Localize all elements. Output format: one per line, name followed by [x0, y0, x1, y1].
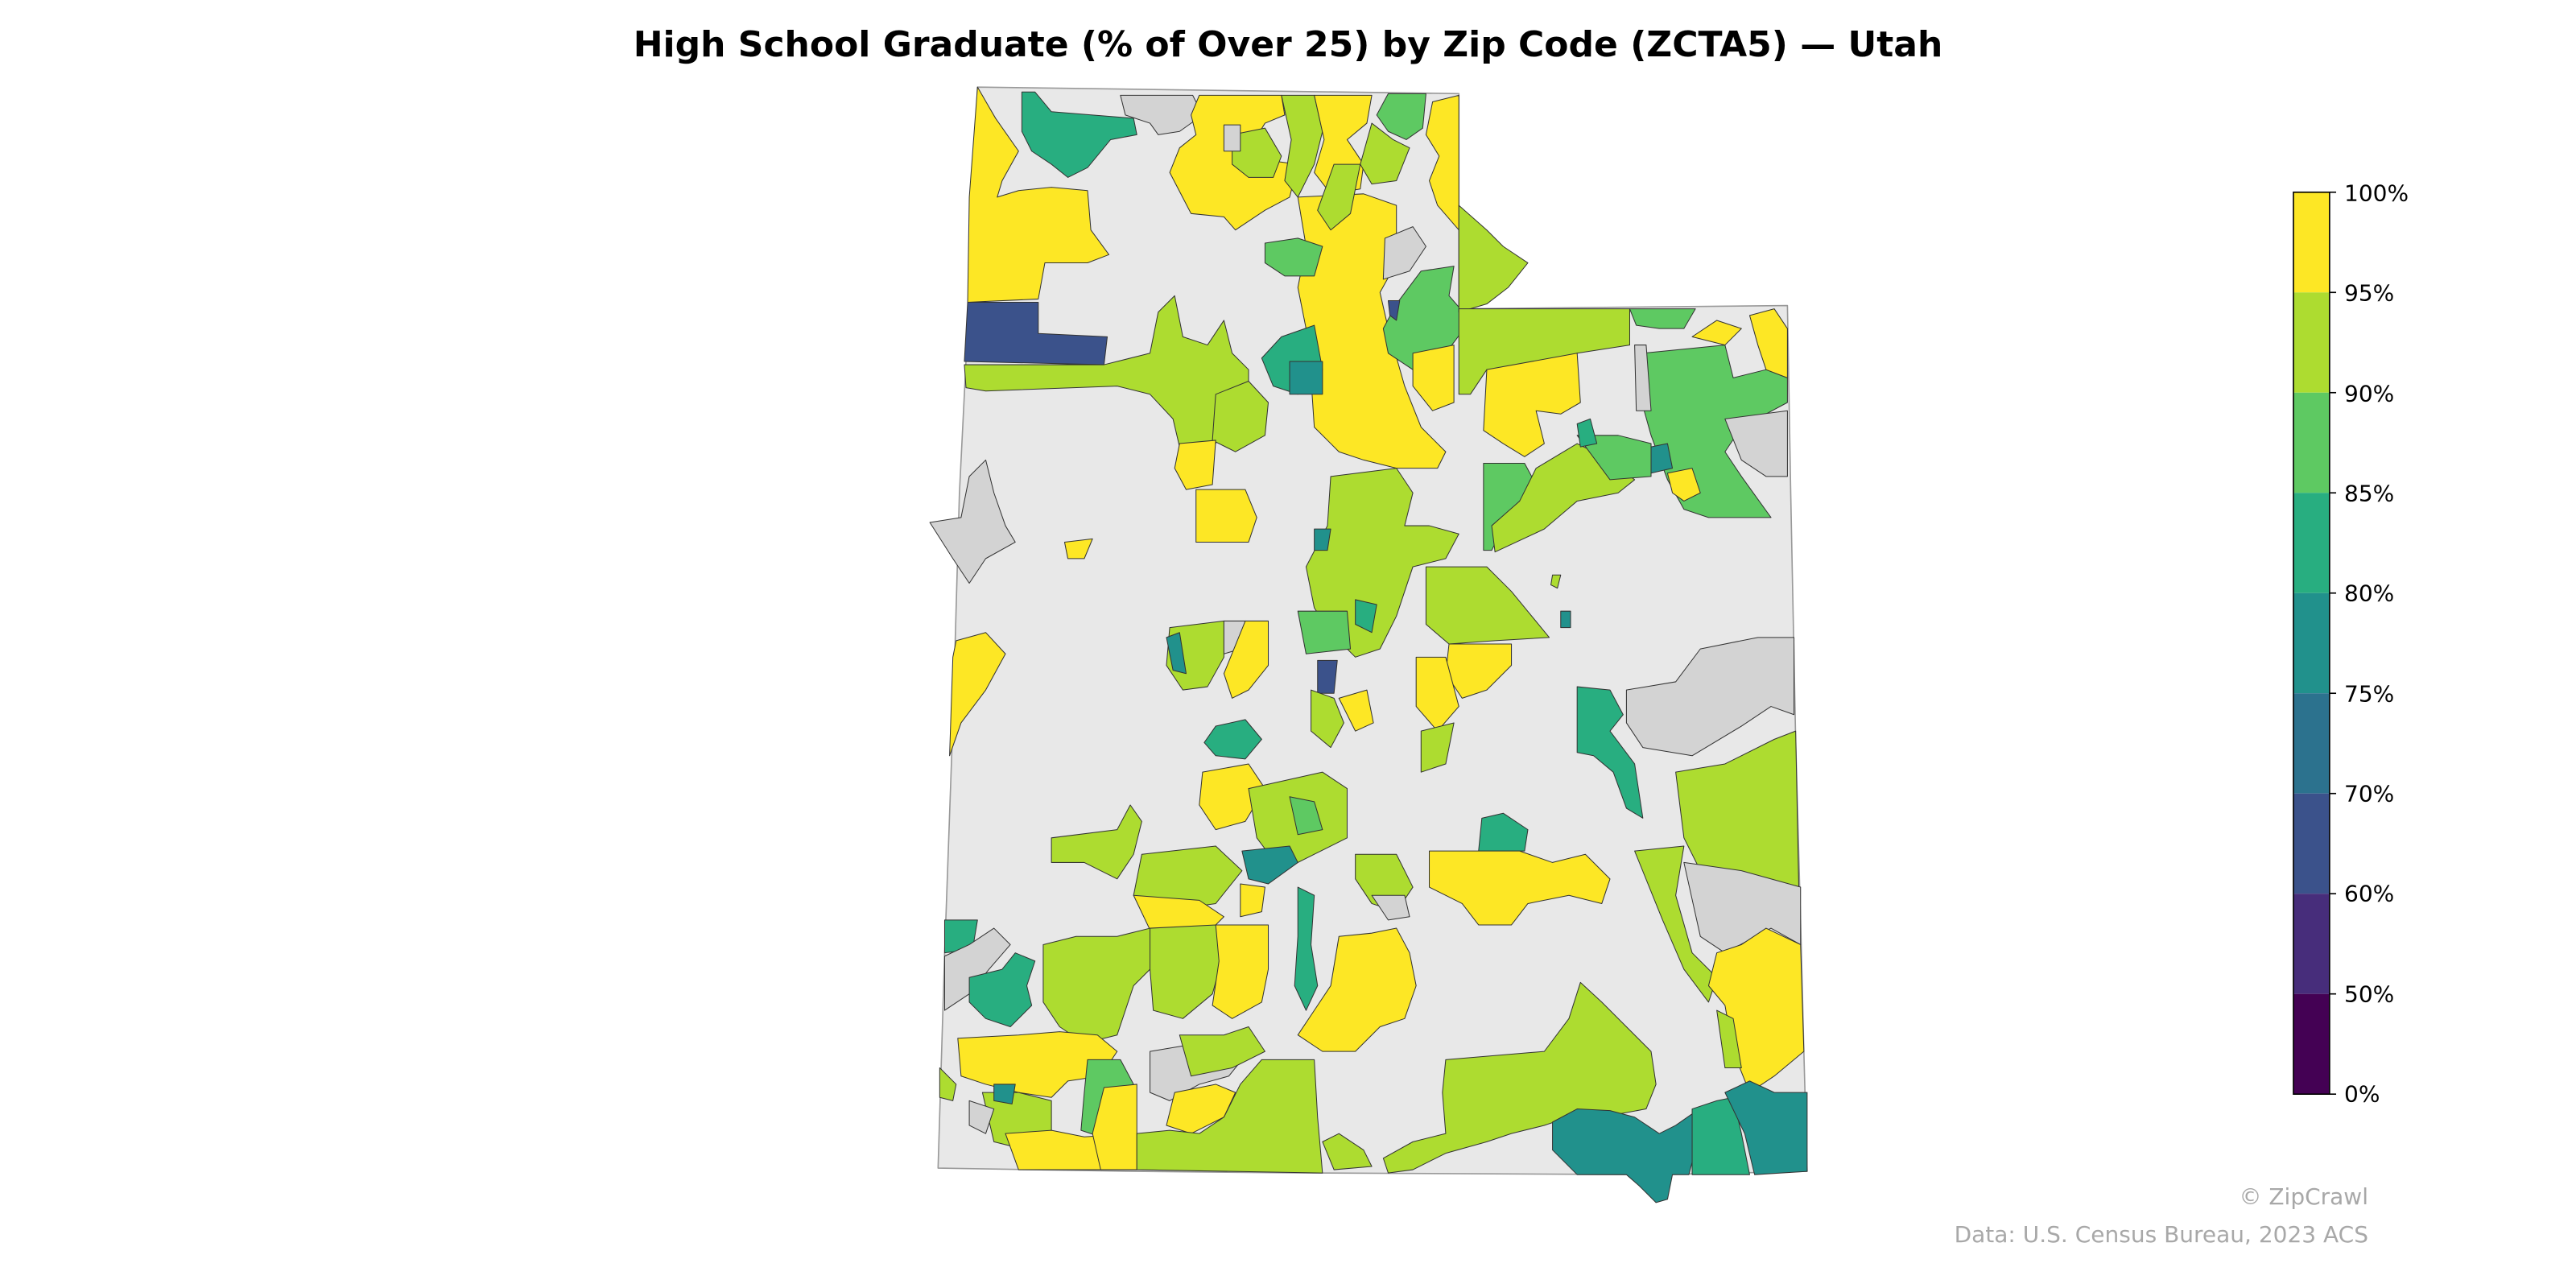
zip-region — [1666, 468, 1701, 502]
zip-region — [964, 302, 1108, 365]
colorbar-tick-75: 75% — [2344, 680, 2395, 708]
zip-region — [1483, 353, 1581, 457]
zip-region — [1063, 538, 1093, 559]
zip-region — [943, 927, 1011, 1011]
zip-region — [993, 1084, 1016, 1104]
zip-region — [1021, 91, 1137, 178]
zip-region — [1305, 468, 1459, 658]
colorbar-tick-70: 70% — [2344, 780, 2395, 807]
colorbar-tick-85: 85% — [2344, 480, 2395, 507]
zip-region — [1223, 124, 1241, 152]
zip-region — [1241, 845, 1298, 885]
zip-region — [1289, 361, 1323, 395]
zip-region — [1629, 308, 1696, 329]
zip-region — [939, 1067, 957, 1101]
zip-region — [1425, 94, 1459, 231]
colorbar-tick-90: 90% — [2344, 380, 2395, 407]
zip-region — [1724, 1080, 1808, 1175]
zip-region — [1625, 637, 1795, 757]
zip-region — [1322, 1133, 1373, 1170]
zip-region — [929, 459, 1016, 584]
zip-region — [1289, 796, 1323, 836]
zip-region — [1092, 1084, 1137, 1170]
zip-region — [1240, 883, 1265, 918]
zip-region — [1338, 689, 1374, 732]
zip-region — [1748, 308, 1788, 378]
colorbar-tick-100: 100% — [2344, 180, 2409, 207]
zip-region — [1264, 237, 1323, 277]
zip-region — [1560, 610, 1571, 629]
zip-region — [1576, 418, 1598, 448]
zip-region — [1478, 812, 1529, 852]
zip-region — [1382, 226, 1426, 280]
zip-region — [1412, 345, 1455, 411]
zip-region — [1376, 93, 1426, 140]
colorbar-tick-50: 50% — [2344, 980, 2395, 1008]
colorbar-tick-80: 80% — [2344, 580, 2395, 607]
zip-region — [1203, 719, 1262, 760]
zip-region — [1166, 632, 1187, 675]
zip-region — [1415, 656, 1459, 732]
colorbar-tick-60: 60% — [2344, 880, 2395, 907]
zip-region — [1317, 659, 1338, 694]
zip-region — [1576, 686, 1644, 819]
zip-region — [1552, 1108, 1696, 1203]
zip-region — [1317, 163, 1361, 231]
zip-region — [1691, 1096, 1750, 1175]
copyright-credit: © ZipCrawl — [2239, 1183, 2368, 1210]
zip-region — [1382, 981, 1657, 1174]
zip-region — [1294, 886, 1319, 1011]
zip-region — [1707, 927, 1805, 1093]
zip-region — [1223, 620, 1269, 699]
zip-region — [1195, 489, 1257, 543]
zip-region — [967, 86, 1110, 303]
zip-region — [1212, 924, 1269, 1019]
zip-region — [1297, 927, 1417, 1052]
colorbar-tick-95: 95% — [2344, 279, 2395, 307]
zip-region — [1371, 894, 1410, 921]
zip-region — [1297, 610, 1352, 654]
zip-region — [1716, 1009, 1742, 1069]
zip-region — [1691, 320, 1742, 346]
zip-region — [1174, 440, 1216, 490]
zip-region — [1724, 410, 1788, 477]
zip-region — [1387, 299, 1401, 321]
zip-region — [1458, 204, 1529, 313]
colorbar — [2293, 191, 2337, 1095]
zip-region — [1232, 127, 1282, 178]
zip-region — [1634, 345, 1652, 411]
zip-region — [1683, 861, 1802, 954]
zip-region — [1429, 850, 1611, 926]
zip-region — [1120, 94, 1203, 135]
zip-region — [968, 952, 1036, 1028]
chart-title: High School Graduate (% of Over 25) by Z… — [633, 24, 1943, 65]
zip-region — [968, 1100, 995, 1134]
zip-region — [1425, 566, 1550, 645]
zip-region — [1311, 689, 1344, 749]
zip-region — [1650, 443, 1674, 474]
zip-region — [1355, 599, 1377, 634]
zip-region — [1550, 574, 1562, 589]
zip-region — [1136, 1059, 1323, 1174]
data-source-credit: Data: U.S. Census Bureau, 2023 ACS — [1954, 1221, 2368, 1248]
colorbar-tick-0: 0% — [2344, 1080, 2380, 1108]
zip-region — [1179, 1026, 1265, 1077]
zip-region — [1314, 528, 1331, 551]
zip-region — [1420, 722, 1455, 773]
zip-region — [1042, 927, 1167, 1044]
zip-region — [957, 1031, 1118, 1098]
zip-region — [1199, 763, 1265, 831]
zip-region — [949, 632, 1006, 757]
zip-region — [1051, 804, 1142, 880]
